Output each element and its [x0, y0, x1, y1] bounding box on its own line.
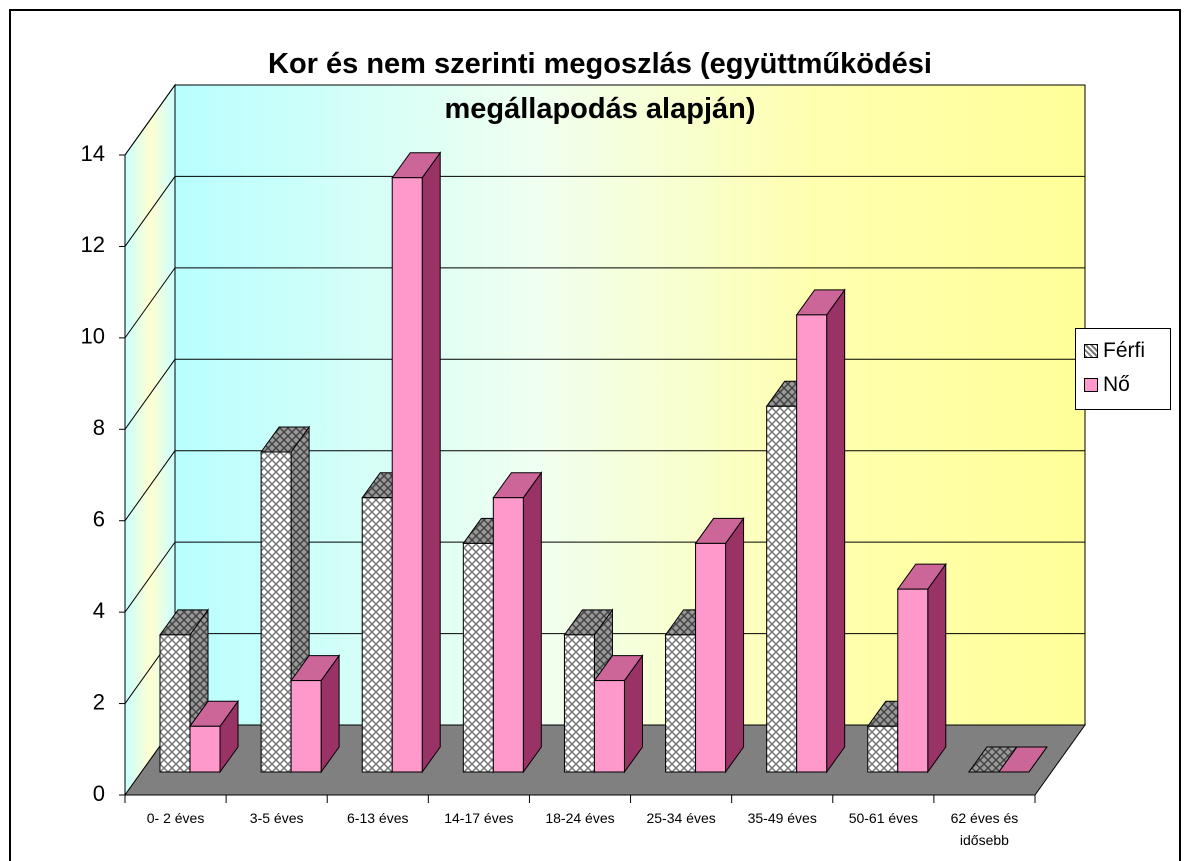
bar-top	[997, 746, 1048, 773]
grid-line	[124, 267, 176, 339]
grid-line	[124, 84, 176, 156]
bar-side	[927, 562, 947, 774]
bar	[766, 405, 798, 773]
y-tick-label: 8	[93, 415, 105, 440]
grid-line	[124, 176, 176, 247]
bar-side	[826, 288, 846, 774]
legend-swatch	[1084, 378, 1098, 392]
x-tick-label: 35-49 éves	[747, 810, 817, 826]
y-tick-label: 6	[93, 507, 105, 532]
bar	[260, 451, 292, 773]
legend: Férfi Nő	[1075, 328, 1171, 410]
bar-side	[522, 471, 542, 774]
chart-title: Kor és nem szerinti megoszlás (együttműk…	[268, 48, 932, 125]
bar	[665, 634, 697, 773]
bar	[462, 542, 494, 773]
x-tick-label: 50-61 éves	[848, 810, 918, 826]
x-tick-label: 0- 2 éves	[146, 810, 205, 826]
legend-label: Nő	[1103, 373, 1130, 396]
back-wall	[174, 84, 1086, 726]
bar	[391, 177, 423, 773]
bar	[159, 634, 191, 773]
x-tick-label: 3-5 éves	[249, 810, 304, 826]
bar	[563, 634, 595, 773]
legend-label: Férfi	[1103, 339, 1145, 362]
bar	[796, 314, 828, 773]
grid-line	[124, 358, 176, 430]
x-tick-label: 18-24 éves	[545, 810, 615, 826]
bar	[695, 542, 727, 773]
bar-side	[421, 151, 441, 774]
bar-side	[725, 516, 745, 774]
y-tick-label: 0	[93, 781, 105, 806]
bar	[290, 680, 322, 773]
bar	[189, 725, 221, 773]
bar	[492, 497, 524, 773]
bar	[867, 725, 899, 773]
y-tick-label: 10	[81, 324, 105, 349]
x-tick-label: 62 éves és idősebb	[950, 810, 1019, 848]
bar	[593, 680, 625, 773]
bar	[361, 497, 393, 773]
legend-item: Nő	[1076, 368, 1170, 402]
x-tick-label: 6-13 éves	[347, 810, 409, 826]
y-tick-label: 4	[93, 598, 105, 623]
y-tick-label: 12	[81, 232, 105, 257]
x-tick-label: 14-17 éves	[444, 810, 514, 826]
legend-swatch	[1084, 344, 1098, 358]
y-tick-label: 2	[93, 689, 105, 714]
legend-item: Férfi	[1076, 334, 1170, 368]
grid-line	[124, 450, 176, 522]
frame	[9, 9, 1181, 861]
y-tick-label: 14	[81, 141, 105, 166]
grid-line	[124, 541, 176, 613]
bar	[897, 588, 929, 773]
x-tick-label: 25-34 éves	[646, 810, 716, 826]
